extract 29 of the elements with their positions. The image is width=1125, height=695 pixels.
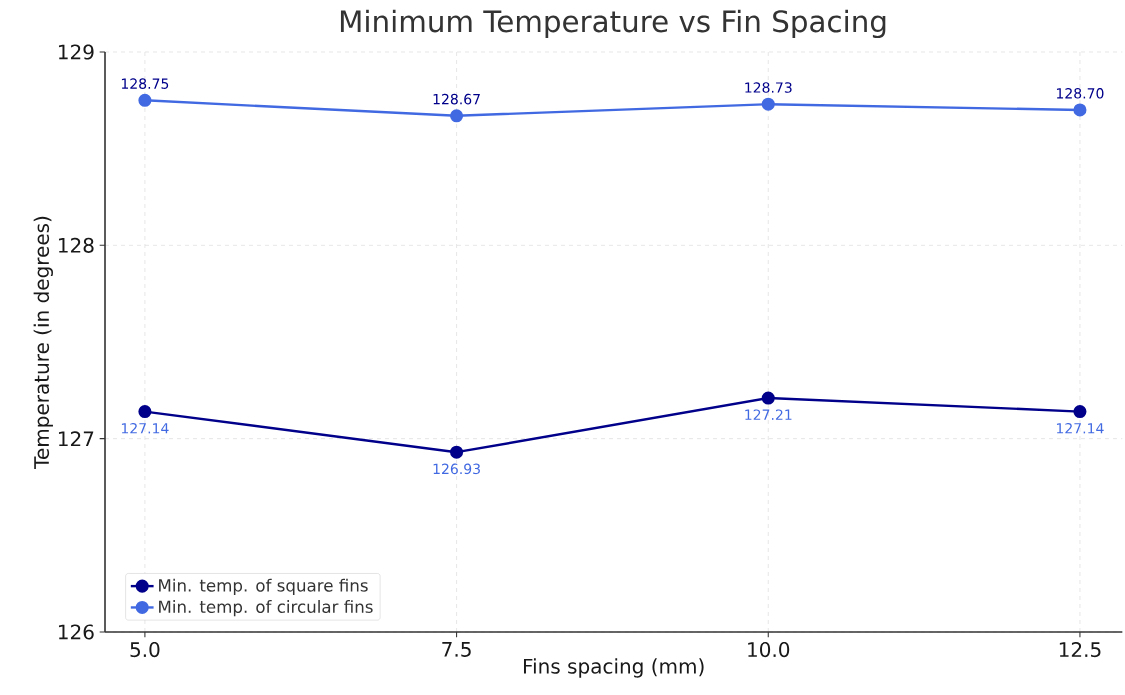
point: [138, 405, 152, 419]
legend-label: Min. temp. of circular fins: [159, 600, 373, 617]
x-tick-label: 12.5: [1059, 642, 1101, 658]
y-tick-label: 126: [58, 624, 94, 640]
y-tick-label: 129: [58, 44, 94, 60]
data-label: 127.21: [745, 409, 792, 420]
point: [450, 445, 464, 459]
point: [138, 93, 152, 107]
y-tick-label: 128: [58, 237, 94, 253]
x-axis-title: Fins spacing (mm): [523, 658, 704, 678]
legend-label: Min. temp. of square fins: [159, 578, 368, 595]
y-tick-label: 127: [58, 431, 94, 447]
data-label: 126.93: [433, 463, 480, 475]
chart-title: Minimum Temperature vs Fin Spacing: [340, 9, 886, 39]
x-tick-label: 10.0: [748, 642, 790, 658]
x-tick-label: 7.5: [442, 642, 471, 657]
point: [761, 391, 775, 405]
data-label: 128.73: [745, 82, 792, 93]
data-label: 128.70: [1056, 88, 1104, 99]
x-tick-label: 5.0: [130, 642, 160, 658]
point: [761, 97, 775, 111]
point: [450, 109, 464, 123]
data-label: 128.75: [121, 78, 169, 89]
point: [1073, 103, 1087, 117]
data-label: 127.14: [121, 422, 169, 434]
data-label: 128.67: [433, 93, 480, 105]
point: [1073, 405, 1087, 419]
data-label: 127.14: [1056, 422, 1104, 434]
y-axis-title: Temperature (in degrees): [33, 216, 53, 469]
